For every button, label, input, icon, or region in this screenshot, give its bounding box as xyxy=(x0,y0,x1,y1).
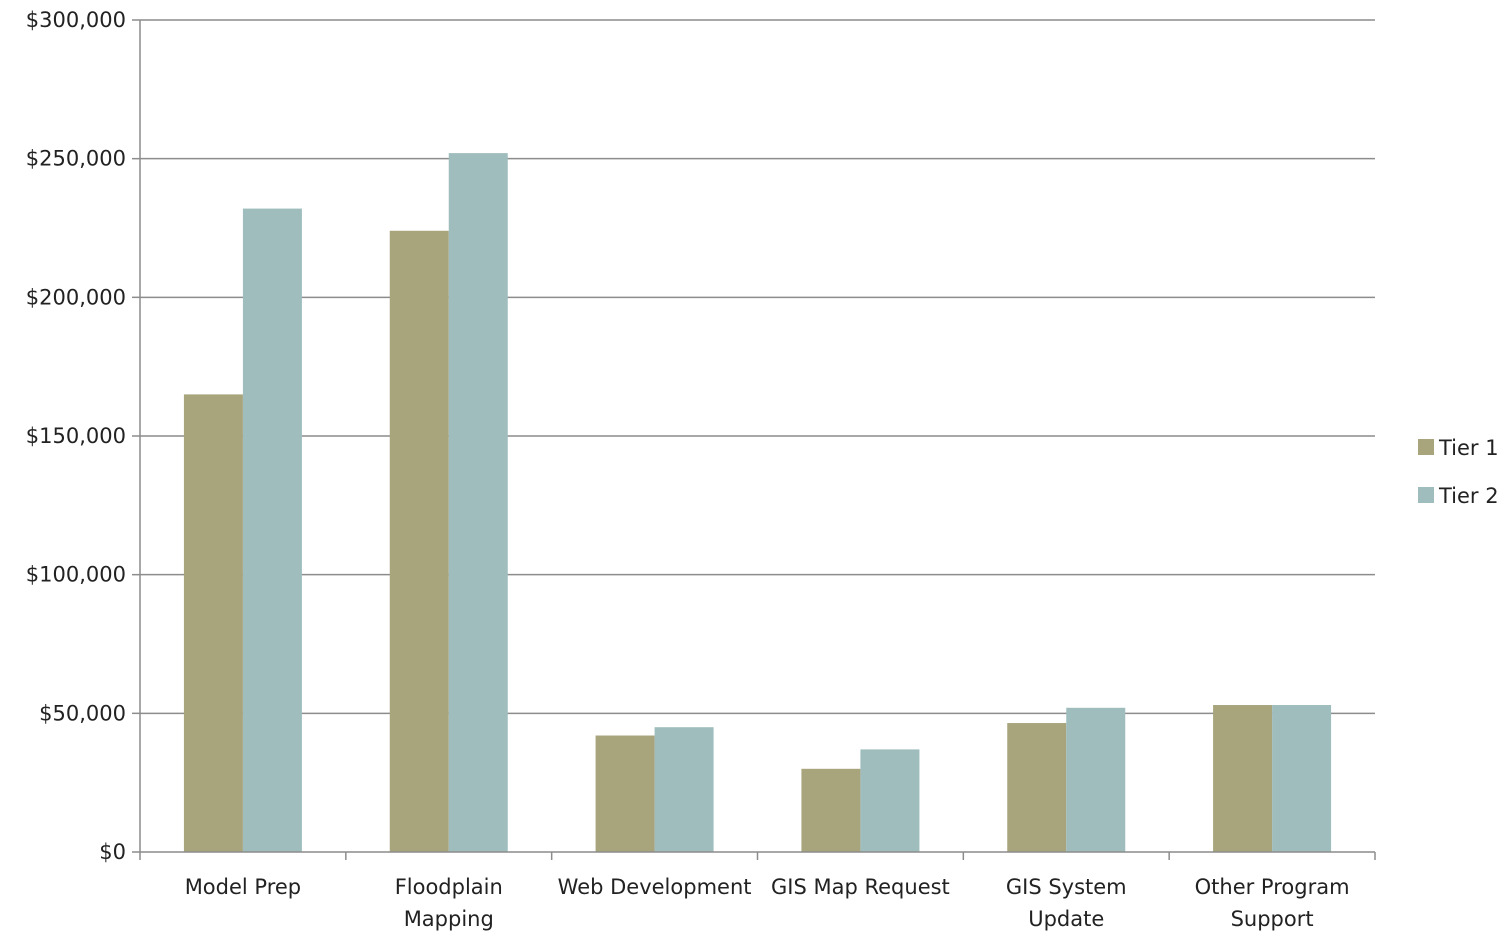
x-tick-label: GIS System Update xyxy=(1006,875,1127,931)
legend-label: Tier 1 xyxy=(1438,436,1499,460)
bar-tier-1 xyxy=(389,230,449,853)
gridlines xyxy=(140,19,1375,715)
legend-swatch xyxy=(1418,487,1434,503)
legend: Tier 1 Tier 2 xyxy=(1418,436,1499,508)
y-tick-label: $100,000 xyxy=(26,563,126,587)
bar-tier-2 xyxy=(860,749,920,852)
bar-tier-2 xyxy=(448,153,508,852)
y-tick-label: $150,000 xyxy=(26,424,126,448)
y-tick-label: $0 xyxy=(99,840,126,864)
y-tick-label: $200,000 xyxy=(26,285,126,309)
x-tick-label: Floodplain Mapping xyxy=(395,875,503,931)
y-tick-label: $250,000 xyxy=(26,147,126,171)
x-tick-label-line: Other Program xyxy=(1195,875,1350,899)
bar-tier-1 xyxy=(1213,705,1273,852)
bar-tier-1 xyxy=(1007,723,1067,852)
y-tick-label: $300,000 xyxy=(26,8,126,32)
x-tick-label: Other Program Support xyxy=(1195,875,1350,931)
x-tick-label-line: GIS Map Request xyxy=(771,875,950,899)
bar-tier-2 xyxy=(1066,707,1126,852)
x-tick-label-line: Model Prep xyxy=(185,875,301,899)
bar-tier-2 xyxy=(242,208,302,852)
axes: $0 $50,000 $100,000 $150,000 $200,000 $250,00… xyxy=(26,8,1376,931)
x-tick-label-line: Update xyxy=(1028,907,1104,931)
x-tick-label: Model Prep xyxy=(185,875,301,899)
legend-label: Tier 2 xyxy=(1438,484,1499,508)
bar-tier-2 xyxy=(654,727,714,852)
bar-tier-1 xyxy=(595,735,655,852)
x-tick-label-line: Support xyxy=(1231,907,1314,931)
bars xyxy=(183,153,1332,853)
legend-swatch xyxy=(1418,439,1434,455)
y-tick-label: $50,000 xyxy=(39,701,126,725)
bar-tier-2 xyxy=(1272,705,1332,852)
x-tick-label-line: Web Development xyxy=(558,875,752,899)
x-tick-label-line: GIS System xyxy=(1006,875,1127,899)
x-tick-label-line: Mapping xyxy=(404,907,494,931)
bar-tier-1 xyxy=(801,768,861,852)
x-tick-label: GIS Map Request xyxy=(771,875,950,899)
x-tick-label-line: Floodplain xyxy=(395,875,503,899)
bar-tier-1 xyxy=(183,394,243,852)
x-tick-label: Web Development xyxy=(558,875,752,899)
